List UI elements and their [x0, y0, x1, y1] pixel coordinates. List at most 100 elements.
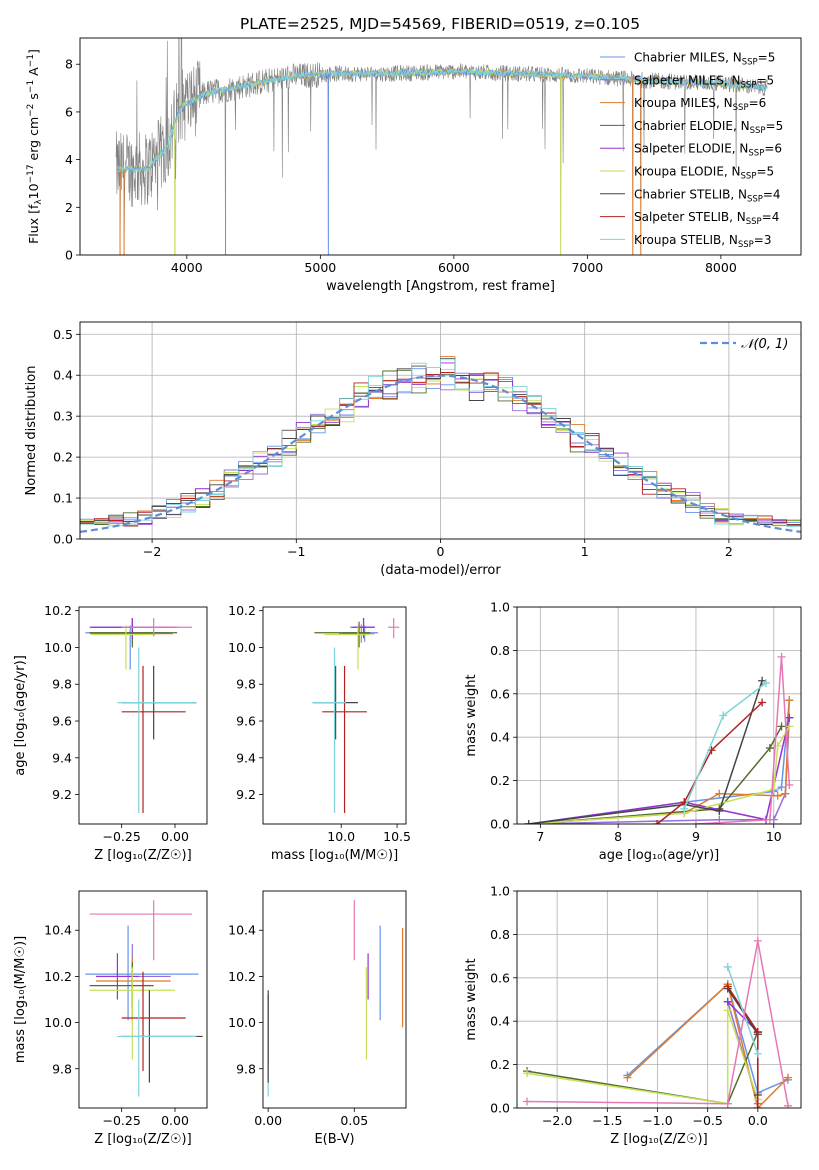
y-tick-label: 10.4	[44, 923, 72, 938]
axes-frame	[516, 606, 802, 825]
histogram-step-kroupa_stelib	[80, 358, 801, 527]
y-tick-label: 0	[65, 248, 73, 263]
y-tick-label: 9.6	[236, 714, 256, 729]
legend-n-sub: SSP	[733, 103, 749, 113]
weight-line-pink	[695, 656, 791, 824]
y-axis-label: mass weight	[464, 958, 479, 1040]
axes-frame	[516, 890, 802, 1109]
weight-marker-chabrier_stelib	[524, 820, 533, 824]
y-tick-label: 0.8	[490, 927, 510, 942]
y-axis-label-part: Flux [f	[26, 204, 41, 244]
legend-entry: Salpeter MILES, NSSP=5	[634, 73, 774, 90]
weight-marker-salpeter_stelib	[758, 698, 767, 707]
weight-marker-kroupa_stelib	[723, 962, 732, 971]
x-tick-label: −1	[287, 544, 305, 559]
y-tick-label: 0.6	[490, 970, 510, 985]
weight-marker-pink	[765, 815, 774, 824]
gaussian-curve	[80, 374, 801, 533]
weight-marker-kroupa_elodie	[523, 1069, 532, 1078]
x-tick-label: 9	[692, 829, 700, 844]
y-axis-label-part: −1	[26, 54, 36, 67]
legend-series-name: Chabrier STELIB, N	[634, 187, 747, 201]
weight-marker-pink	[691, 820, 700, 824]
weight-line-kroupa_stelib	[726, 966, 759, 1055]
axes-frame	[79, 37, 802, 256]
weight-marker-salpeter_stelib	[723, 982, 732, 991]
x-tick-label: 0.00	[161, 829, 189, 844]
x-tick-label: 0	[437, 544, 445, 559]
y-tick-label: 0.2	[490, 1057, 510, 1072]
y-tick-label: 9.8	[236, 677, 256, 692]
weight-marker-chabrier_elodie	[765, 744, 774, 753]
plot-area-weight_vs_Z	[517, 891, 801, 1108]
y-tick-label: 10.4	[228, 923, 256, 938]
x-tick-label: 0.00	[254, 1113, 282, 1128]
plot-area-spectrum	[115, 38, 768, 255]
x-axis-label: wavelength [Angstrom, rest frame]	[326, 279, 555, 294]
x-tick-label: 1	[581, 544, 589, 559]
weight-marker-chabrier_elodie	[777, 722, 786, 731]
x-axis-label: (data-model)/error	[380, 563, 501, 578]
legend-label-gaussian: 𝒩(0, 1)	[741, 337, 788, 352]
plot-area-age_vs_mass	[312, 618, 400, 813]
weight-marker-salpeter_elodie	[785, 713, 794, 722]
y-tick-label: 10.2	[228, 969, 256, 984]
y-tick-label: 0.0	[53, 532, 73, 547]
weight-line-chabrier_stelib	[528, 680, 763, 824]
y-axis-label-part: −2	[26, 104, 36, 117]
y-axis-label: Normed distribution	[24, 366, 39, 496]
legend-n-sub: SSP	[741, 172, 757, 182]
legend-n-value: =4	[763, 187, 781, 201]
plot-area-weight_vs_age	[517, 607, 801, 824]
y-tick-label: 9.8	[52, 677, 72, 692]
x-axis-label: E(B-V)	[314, 1132, 354, 1147]
legend-series-name: Salpeter ELODIE, N	[634, 142, 748, 156]
x-tick-label: 10.5	[383, 829, 411, 844]
x-tick-label: 7000	[571, 260, 603, 275]
y-axis-label: mass weight	[464, 674, 479, 756]
y-tick-label: 0.0	[490, 817, 510, 832]
y-tick-label: 9.2	[236, 787, 256, 802]
weight-marker-kroupa_stelib	[753, 1049, 762, 1058]
y-tick-label: 0.2	[53, 450, 73, 465]
weight-marker-pink	[523, 1097, 532, 1106]
legend-entry: Chabrier MILES, NSSP=5	[634, 51, 775, 68]
x-tick-label: −1.5	[592, 1113, 622, 1128]
x-axis-label: age [log₁₀(age/yr)]	[599, 848, 720, 863]
weight-marker-kroupa_stelib	[719, 711, 728, 720]
x-tick-label: −2	[143, 544, 161, 559]
x-tick-label: −0.25	[103, 829, 141, 844]
weight-marker-kroupa_elodie	[723, 1006, 732, 1015]
x-tick-label: −2.0	[542, 1113, 572, 1128]
weight-marker-kroupa_miles	[773, 791, 782, 800]
y-axis-label-part: s	[26, 93, 41, 104]
x-axis-label: Z [log₁₀(Z/Z☉)]	[610, 1132, 707, 1147]
x-tick-label: 0.00	[161, 1113, 189, 1128]
x-axis-label: Z [log₁₀(Z/Z☉)]	[94, 848, 191, 863]
legend-n-value: =6	[764, 142, 782, 156]
weight-marker-pink	[753, 936, 762, 945]
legend-entry: Salpeter ELODIE, NSSP=6	[634, 142, 782, 159]
x-tick-label: 8000	[705, 260, 737, 275]
legend-series-name: Chabrier MILES, N	[634, 51, 742, 65]
y-tick-label: 0.6	[490, 686, 510, 701]
legend-n-sub: SSP	[747, 194, 763, 204]
y-tick-label: 0.1	[53, 491, 73, 506]
panel-mass_vs_Z: −0.25 0.00 9.8 10.0 10.2 10.4 Z [log₁₀(Z/Z☉)] m…	[13, 890, 208, 1147]
legend-series-name: Salpeter MILES, N	[634, 73, 741, 87]
y-tick-label: 10.2	[44, 969, 72, 984]
x-tick-label: 7	[536, 829, 544, 844]
weight-marker-kroupa_elodie	[785, 722, 794, 731]
panel-spectrum: 4000 5000 6000 7000 8000 0 2 4 6 8 wavelength [Ang…	[26, 37, 802, 294]
histogram-step-chabrier_stelib	[80, 357, 801, 526]
x-tick-label: 10.0	[327, 829, 355, 844]
y-tick-label: 0.4	[490, 730, 510, 745]
panel-age_vs_mass: 10.0 10.5 9.2 9.4 9.6 9.8 10.0 10.2 mass [log₁₀(…	[228, 603, 411, 863]
x-tick-label: −0.5	[692, 1113, 722, 1128]
x-tick-label: 0.0	[748, 1113, 768, 1128]
panel-age_vs_Z: −0.25 0.00 9.2 9.4 9.6 9.8 10.0 10.2 Z [log₁₀(Z/…	[13, 603, 208, 863]
legend-n-value: =5	[758, 51, 776, 65]
legend-series-name: Kroupa MILES, N	[634, 96, 733, 110]
weight-marker-kroupa_stelib	[680, 804, 689, 813]
weight-marker-chabrier_miles	[777, 783, 786, 792]
